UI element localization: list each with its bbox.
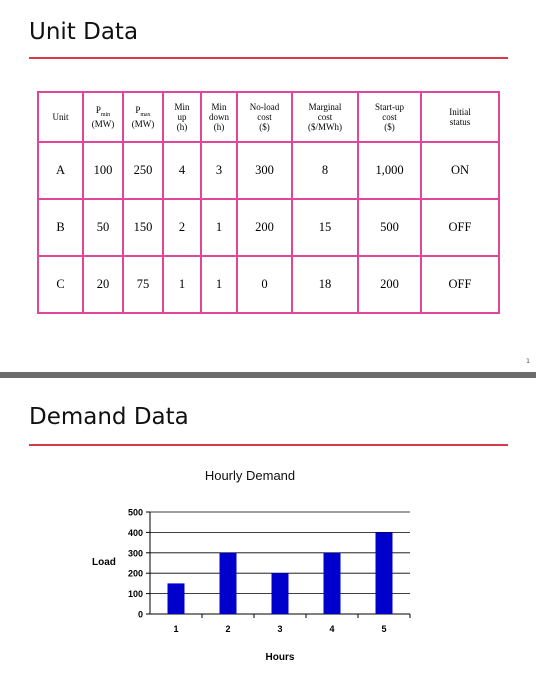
y-tick-labels: 0 100 200 300 400 500	[128, 508, 150, 620]
cell-unit: B	[37, 198, 84, 257]
table-row: B 50 150 2 1 200 15 500 OFF	[37, 198, 500, 257]
title-underline	[29, 444, 508, 446]
cell-min-up: 4	[162, 141, 202, 200]
header-noload-cost: No-load cost ($)	[236, 91, 293, 143]
x-tick-label: 2	[225, 624, 230, 634]
slide-title: Unit Data	[29, 19, 139, 45]
header-pmin: Pmin (MW)	[82, 91, 124, 143]
cell-unit: A	[37, 141, 84, 200]
chart-title: Hourly Demand	[204, 468, 296, 483]
cell-noload-cost: 200	[236, 198, 293, 257]
y-tick-label: 200	[128, 569, 143, 579]
cell-startup-cost: 1,000	[357, 141, 422, 200]
bar-hour-4	[323, 552, 341, 614]
chart-bars	[167, 532, 393, 614]
x-tick-label: 3	[277, 624, 282, 634]
cell-min-down: 1	[200, 198, 238, 257]
hourly-demand-chart: 0 100 200 300 400 500 1 2 3 4 5 Load Hours	[92, 508, 411, 663]
bar-hour-1	[167, 583, 185, 614]
header-unit: Unit	[37, 91, 84, 143]
slide-unit-data: Unit Data Unit Pmin (MW) Pmax (MW) Min up…	[29, 19, 508, 314]
slide-demand-data: Demand Data	[0, 378, 536, 700]
header-startup-cost: Start-up cost ($)	[357, 91, 422, 143]
cell-pmin: 20	[82, 255, 124, 314]
cell-startup-cost: 500	[357, 198, 422, 257]
table-header-row: Unit Pmin (MW) Pmax (MW) Min up (h) Min dow…	[37, 91, 500, 143]
cell-pmax: 75	[122, 255, 164, 314]
y-tick-label: 400	[128, 528, 143, 538]
x-tick-label: 4	[329, 624, 334, 634]
x-tick-label: 1	[173, 624, 178, 634]
page-number: 1	[526, 358, 530, 365]
cell-unit: C	[37, 255, 84, 314]
cell-min-up: 1	[162, 255, 202, 314]
title-underline	[29, 57, 508, 59]
cell-marginal-cost: 8	[291, 141, 359, 200]
cell-marginal-cost: 15	[291, 198, 359, 257]
bar-hour-5	[375, 532, 393, 614]
cell-noload-cost: 300	[236, 141, 293, 200]
header-pmax: Pmax (MW)	[122, 91, 164, 143]
slide-separator	[0, 372, 536, 378]
cell-initial-status: ON	[420, 141, 500, 200]
header-min-down: Min down (h)	[200, 91, 238, 143]
cell-initial-status: OFF	[420, 198, 500, 257]
x-tick-labels: 1 2 3 4 5	[173, 614, 411, 634]
cell-initial-status: OFF	[420, 255, 500, 314]
table-row: A 100 250 4 3 300 8 1,000 ON	[37, 141, 500, 200]
y-tick-label: 100	[128, 589, 143, 599]
cell-pmin: 50	[82, 198, 124, 257]
y-tick-label: 0	[138, 610, 143, 620]
cell-min-up: 2	[162, 198, 202, 257]
table-row: C 20 75 1 1 0 18 200 OFF	[37, 255, 500, 314]
cell-startup-cost: 200	[357, 255, 422, 314]
cell-pmax: 250	[122, 141, 164, 200]
header-initial-status: Initial status	[420, 91, 500, 143]
x-axis-label: Hours	[266, 652, 295, 663]
unit-data-table: Unit Pmin (MW) Pmax (MW) Min up (h) Min dow…	[37, 91, 500, 314]
y-axis-label: Load	[92, 557, 116, 568]
cell-min-down: 3	[200, 141, 238, 200]
y-tick-label: 300	[128, 548, 143, 558]
cell-marginal-cost: 18	[291, 255, 359, 314]
cell-pmax: 150	[122, 198, 164, 257]
bar-hour-3	[271, 573, 289, 614]
y-tick-label: 500	[128, 508, 143, 518]
chart-gridlines	[150, 511, 410, 594]
cell-pmin: 100	[82, 141, 124, 200]
header-min-up: Min up (h)	[162, 91, 202, 143]
slide-title: Demand Data	[29, 404, 189, 430]
x-tick-label: 5	[381, 624, 386, 634]
bar-hour-2	[219, 552, 237, 614]
header-marginal-cost: Marginal cost ($/MWh)	[291, 91, 359, 143]
cell-min-down: 1	[200, 255, 238, 314]
cell-noload-cost: 0	[236, 255, 293, 314]
